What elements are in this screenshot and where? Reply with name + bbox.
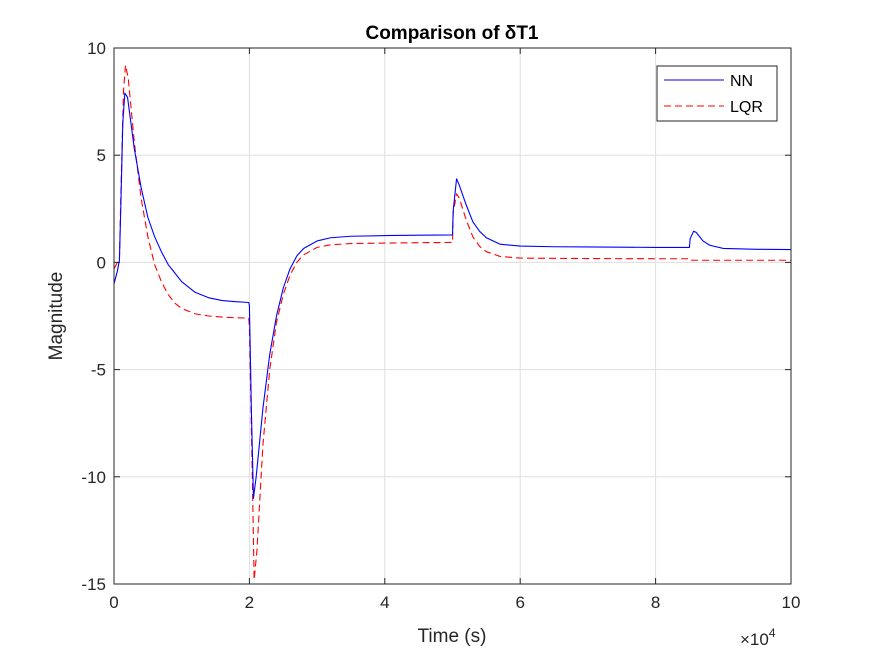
legend: NN LQR: [656, 65, 778, 122]
x-tick-label: 0: [109, 593, 118, 612]
x-tick-label: 8: [651, 593, 660, 612]
x-axis-exponent: ×104: [740, 626, 776, 649]
x-tick-label: 2: [245, 593, 254, 612]
legend-label-nn: NN: [730, 73, 753, 90]
y-tick-label: -15: [81, 575, 106, 594]
x-tick-label: 4: [380, 593, 389, 612]
y-tick-label: 5: [97, 146, 106, 165]
plot-area: [114, 48, 791, 584]
plot-frame: [113, 47, 792, 585]
y-tick-label: -10: [81, 468, 106, 487]
chart-title: Comparison of δT1: [365, 23, 538, 44]
y-tick-label: 10: [87, 39, 106, 58]
x-axis-label: Time (s): [418, 626, 487, 647]
series-layer: [114, 64, 791, 581]
x-tick-label: 10: [782, 593, 801, 612]
legend-label-lqr: LQR: [730, 99, 763, 116]
x-axis-exponent-base: ×10: [740, 630, 769, 649]
x-tick-label: 6: [515, 593, 524, 612]
series-line-nn: [114, 92, 791, 499]
series-line-lqr: [114, 64, 791, 581]
y-tick-label: -5: [91, 361, 106, 380]
y-axis-label: Magnitude: [46, 272, 67, 361]
x-axis-exponent-power: 4: [769, 626, 776, 640]
legend-box: [656, 65, 778, 122]
y-tick-label: 0: [97, 253, 106, 272]
axis-ticks: 0 2 4 6 8 10 -15 -10 -5 0 5 10: [81, 39, 800, 612]
